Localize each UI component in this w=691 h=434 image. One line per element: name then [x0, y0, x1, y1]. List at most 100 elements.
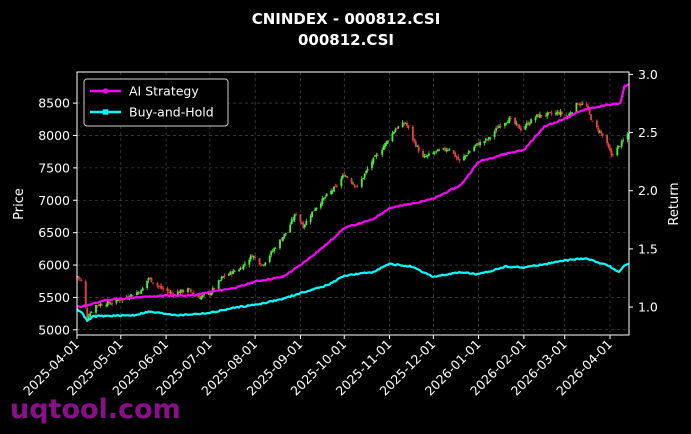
candle-body — [403, 123, 406, 125]
candle-body — [302, 223, 305, 229]
candle-body — [106, 301, 109, 306]
candle-body — [232, 270, 235, 275]
candle-body — [187, 288, 189, 293]
candle-body — [198, 296, 201, 299]
candle-body — [340, 178, 343, 187]
candle-body — [238, 269, 240, 272]
candle-body — [233, 271, 236, 273]
candle-body — [382, 146, 385, 150]
candle-body — [616, 147, 619, 156]
y-tick-label: 8500 — [38, 96, 70, 111]
candle-body — [279, 239, 281, 248]
candle-body — [309, 216, 312, 222]
candle-body — [585, 104, 588, 106]
candle-body — [312, 210, 315, 212]
candle-body — [341, 175, 344, 178]
chart-subtitle: 000812.CSI — [298, 31, 394, 49]
candle-body — [190, 289, 192, 292]
candle-body — [385, 141, 388, 145]
candle-body — [89, 313, 92, 317]
candle-body — [146, 280, 148, 289]
candle-body — [353, 184, 356, 187]
candle-body — [530, 119, 533, 124]
candle-body — [473, 146, 476, 152]
candle-body — [495, 128, 498, 131]
candle-body — [293, 214, 296, 220]
candle-body — [425, 156, 427, 158]
candle-body — [116, 300, 119, 301]
candle-body — [203, 294, 205, 296]
candle-body — [248, 259, 251, 265]
candle-body — [271, 251, 274, 252]
y-tick-label: 6000 — [38, 258, 70, 273]
candle-body — [384, 143, 387, 148]
y-tick-label: 5500 — [38, 290, 70, 305]
candle-body — [595, 120, 598, 128]
candle-body — [433, 152, 436, 154]
candle-body — [463, 156, 465, 161]
candle-body — [284, 232, 287, 234]
candle-body — [115, 299, 118, 303]
candle-body — [109, 303, 112, 305]
candle-body — [610, 150, 613, 156]
y-tick-label: 7500 — [38, 160, 70, 175]
candle-body — [160, 286, 163, 289]
candle-body — [407, 125, 410, 128]
candle-body — [181, 289, 184, 293]
candle-body — [252, 256, 255, 258]
candle-body — [505, 122, 508, 124]
candle-body — [493, 131, 496, 137]
y-tick-label: 5000 — [38, 322, 70, 337]
candle-body — [486, 139, 489, 141]
candle-body — [455, 156, 458, 158]
candle-body — [229, 271, 232, 275]
candle-body — [571, 112, 573, 114]
legend: AI Strategy Buy-and-Hold — [83, 78, 229, 127]
candle-body — [188, 288, 191, 290]
candle-body — [166, 288, 169, 292]
candle-body — [606, 135, 608, 144]
candle-body — [477, 143, 480, 146]
candle-body — [157, 285, 160, 287]
candle-body — [556, 112, 559, 114]
candle-body — [98, 304, 100, 306]
candle-body — [352, 183, 354, 185]
candle-body — [578, 103, 581, 105]
candle-body — [182, 291, 185, 293]
candle-body — [474, 144, 477, 146]
candle-body — [201, 295, 204, 297]
candle-body — [518, 124, 521, 129]
candle-body — [343, 174, 346, 177]
candle-body — [483, 141, 486, 143]
candle-body — [111, 303, 113, 305]
candle-body — [249, 255, 252, 260]
candle-body — [536, 114, 538, 117]
candle-body — [210, 292, 213, 296]
candle-body — [515, 123, 518, 125]
candle-body — [435, 150, 438, 152]
candle-body — [422, 150, 424, 158]
candle-body — [355, 186, 357, 187]
y-tick-label: 6500 — [38, 225, 70, 240]
y2-tick-label: 1.5 — [638, 241, 658, 256]
candle-body — [498, 125, 500, 128]
candle-body — [156, 283, 159, 286]
y2-tick-label: 2.0 — [638, 183, 658, 198]
candle-body — [334, 186, 337, 187]
candle-body — [525, 123, 528, 126]
y-tick-label: 7000 — [38, 193, 70, 208]
candle-body — [80, 279, 83, 281]
candle-body — [601, 134, 604, 136]
candle-body — [171, 292, 173, 294]
candle-body — [600, 131, 603, 134]
candle-body — [401, 122, 404, 128]
candle-body — [544, 115, 547, 117]
candle-body — [436, 149, 439, 152]
candle-body — [506, 122, 509, 124]
candle-body — [371, 161, 373, 169]
candle-body — [591, 120, 594, 122]
candle-body — [137, 292, 140, 294]
candle-body — [290, 219, 293, 225]
y2-tick-label: 3.0 — [638, 67, 658, 82]
